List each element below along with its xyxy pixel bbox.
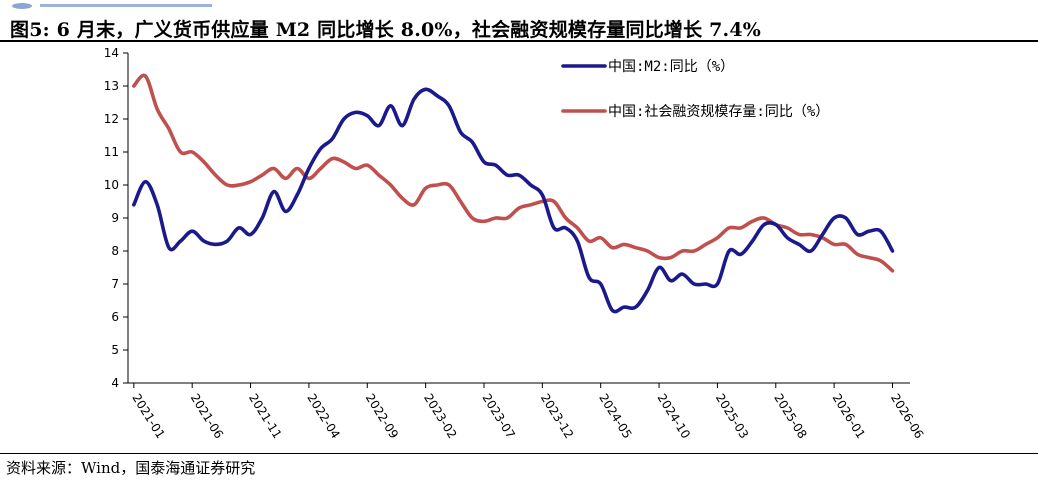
chart-legend: 中国:M2:同比（%） 中国:社会融资规模存量:同比（%）: [561, 59, 829, 120]
y-tick-label: 9: [111, 211, 119, 225]
x-tick-label: 2023-02: [421, 391, 459, 441]
y-tick-label: 5: [111, 343, 119, 357]
y-tick-label: 4: [111, 376, 119, 390]
x-tick-label: 2023-07: [479, 391, 517, 441]
legend-label: 中国:M2:同比（%）: [608, 59, 734, 75]
brand-logo-icon: [12, 3, 212, 9]
y-tick-label: 14: [104, 46, 119, 60]
y-tick-label: 12: [104, 112, 119, 126]
source-note: 资料来源：Wind，国泰海通证券研究: [6, 459, 256, 477]
x-tick-label: 2023-12: [538, 391, 576, 441]
line-chart: 4 5 6 7 8 9 10 11 12 13 14 2021-01 2021-06 2021-11 202…: [104, 46, 927, 441]
y-tick-label: 7: [111, 277, 119, 291]
x-tick-label: 2025-08: [771, 391, 809, 441]
x-tick-label: 2021-06: [188, 391, 226, 441]
x-tick-label: 2024-10: [655, 391, 693, 441]
series-line-social-financing: [132, 73, 895, 273]
x-tick-label: 2025-03: [713, 391, 751, 441]
x-tick-label: 2026-01: [830, 391, 868, 441]
legend-label: 中国:社会融资规模存量:同比（%）: [608, 104, 829, 120]
series-line-m2: [132, 87, 895, 314]
title-rule: [0, 40, 1038, 42]
y-tick-label: 13: [104, 79, 119, 93]
y-tick-label: 6: [111, 310, 119, 324]
x-tick-label: 2026-06: [888, 391, 926, 441]
y-tick-label: 8: [111, 244, 119, 258]
x-tick-label: 2022-09: [363, 391, 401, 441]
x-tick-label: 2021-01: [129, 391, 167, 441]
y-tick-label: 11: [104, 145, 119, 159]
brand-logo-strip: [0, 0, 1038, 12]
y-tick-label: 10: [104, 178, 119, 192]
x-tick-label: 2021-11: [246, 391, 284, 441]
chart-title: 图5: 6 月末，广义货币供应量 M2 同比增长 8.0%，社会融资规模存量同比…: [10, 19, 762, 41]
source-rule: [0, 453, 1038, 454]
chart-series: [132, 73, 895, 314]
x-tick-label: 2022-04: [304, 391, 342, 441]
x-tick-label: 2024-05: [596, 391, 634, 441]
